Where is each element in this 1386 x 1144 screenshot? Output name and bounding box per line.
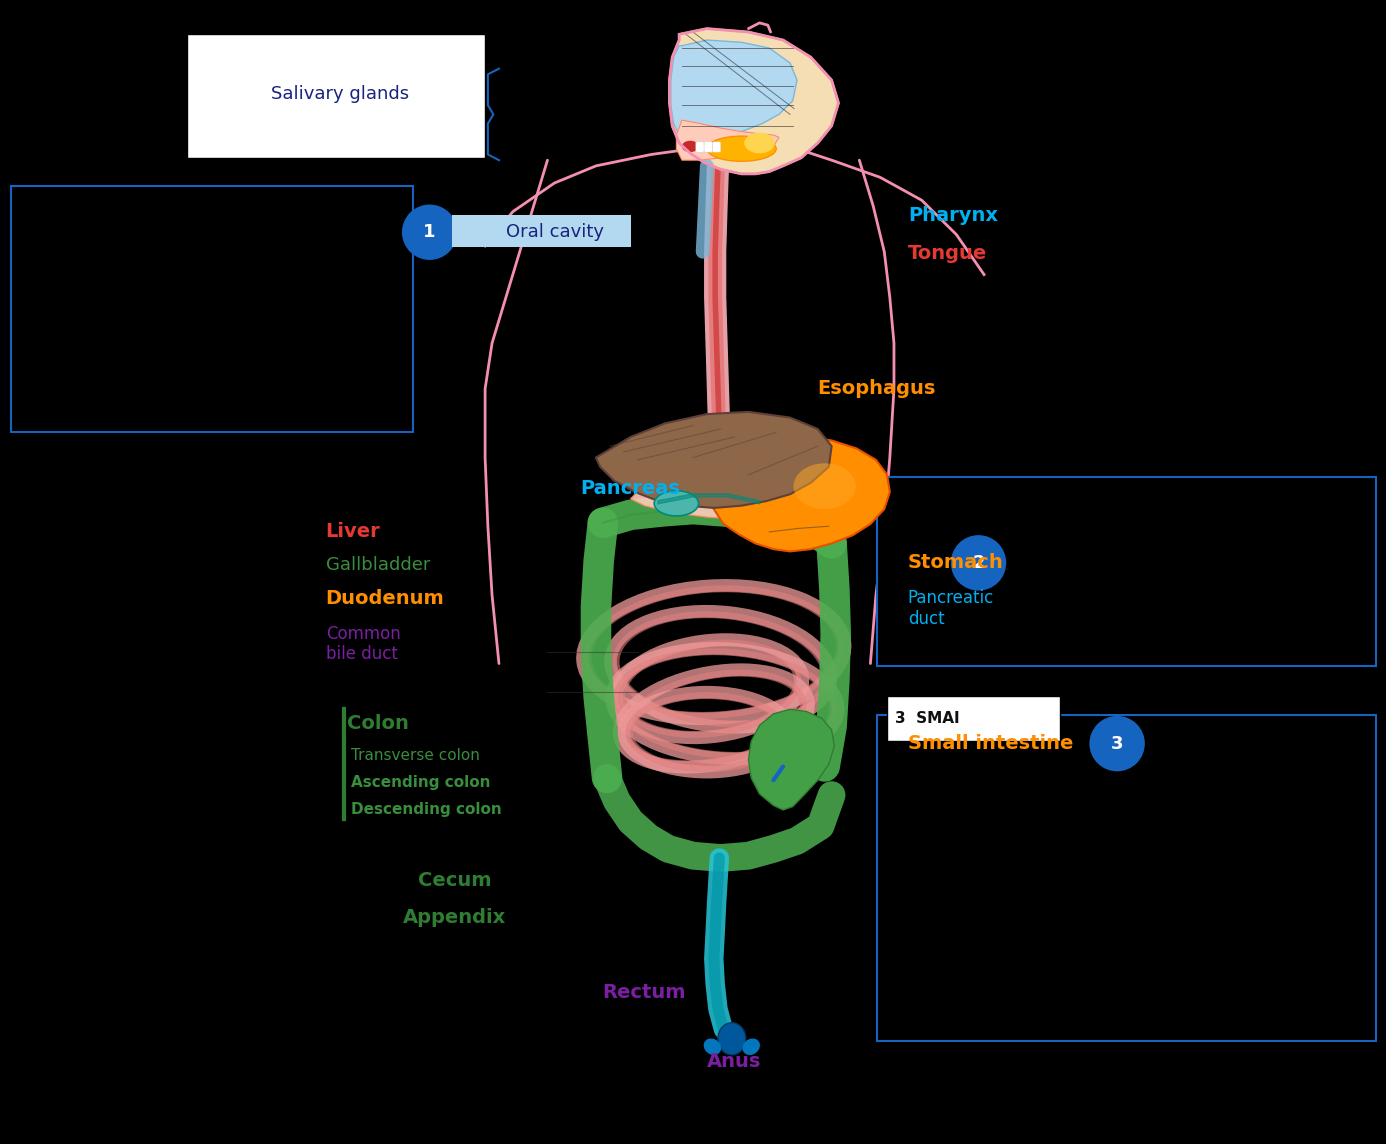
Text: Descending colon: Descending colon: [351, 802, 502, 818]
Text: Gallbladder: Gallbladder: [326, 556, 430, 574]
Polygon shape: [710, 437, 890, 551]
Text: Tongue: Tongue: [908, 245, 987, 263]
Polygon shape: [596, 412, 832, 508]
Text: Transverse colon: Transverse colon: [351, 747, 480, 763]
Text: Pancreatic
duct: Pancreatic duct: [908, 589, 994, 628]
Ellipse shape: [654, 491, 699, 516]
Polygon shape: [631, 483, 811, 519]
Polygon shape: [671, 40, 797, 140]
FancyBboxPatch shape: [704, 142, 712, 152]
Text: Appendix: Appendix: [403, 908, 506, 927]
Ellipse shape: [718, 1023, 746, 1055]
Text: 1: 1: [423, 223, 437, 241]
Text: 3: 3: [1110, 734, 1124, 753]
FancyBboxPatch shape: [877, 477, 1376, 666]
Text: Liver: Liver: [326, 523, 381, 541]
Text: Esophagus: Esophagus: [818, 380, 936, 398]
FancyBboxPatch shape: [11, 186, 413, 432]
FancyBboxPatch shape: [712, 142, 721, 152]
Ellipse shape: [951, 535, 1006, 590]
Text: 3  SMAI: 3 SMAI: [895, 710, 960, 726]
FancyBboxPatch shape: [877, 715, 1376, 1041]
FancyBboxPatch shape: [887, 696, 1060, 741]
Text: Anus: Anus: [707, 1052, 762, 1071]
Ellipse shape: [402, 205, 457, 260]
Polygon shape: [676, 120, 779, 160]
FancyBboxPatch shape: [452, 215, 631, 247]
Text: Oral cavity: Oral cavity: [506, 223, 604, 241]
Ellipse shape: [793, 463, 855, 509]
Text: Pharynx: Pharynx: [908, 206, 998, 224]
Text: Ascending colon: Ascending colon: [351, 774, 491, 791]
Ellipse shape: [682, 141, 699, 152]
Text: Rectum: Rectum: [603, 984, 686, 1002]
Ellipse shape: [707, 136, 776, 161]
Text: Small intestine: Small intestine: [908, 734, 1073, 753]
FancyBboxPatch shape: [696, 142, 704, 152]
Text: Duodenum: Duodenum: [326, 589, 445, 607]
Ellipse shape: [743, 1039, 760, 1055]
Ellipse shape: [1089, 716, 1145, 771]
Ellipse shape: [704, 1039, 721, 1055]
Text: Colon: Colon: [346, 714, 409, 732]
Text: 2: 2: [972, 554, 985, 572]
Polygon shape: [669, 29, 839, 174]
Text: Common
bile duct: Common bile duct: [326, 625, 401, 664]
Text: Stomach: Stomach: [908, 554, 1003, 572]
Text: Cecum: Cecum: [417, 872, 492, 890]
Text: Salivary glands: Salivary glands: [270, 85, 409, 103]
FancyBboxPatch shape: [187, 34, 485, 158]
Ellipse shape: [744, 133, 775, 153]
Polygon shape: [748, 709, 834, 810]
Text: Pancreas: Pancreas: [581, 479, 681, 498]
